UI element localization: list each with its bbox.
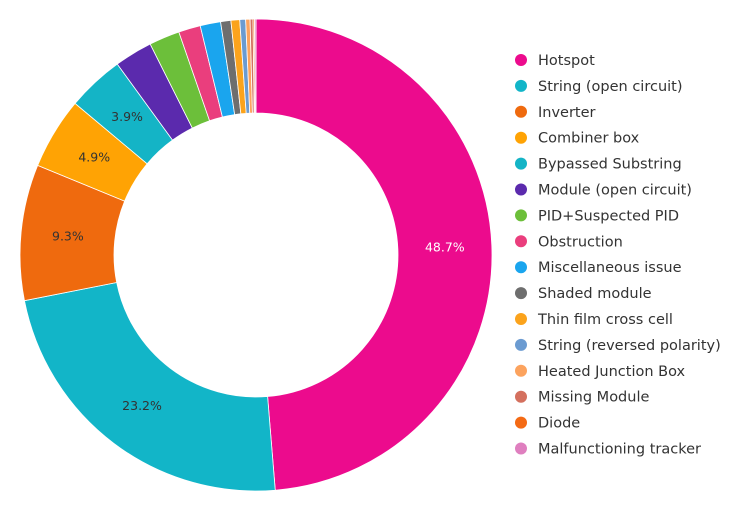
donut-slices: [19, 18, 493, 492]
legend-swatch-string-reversed-polarity: [515, 338, 527, 351]
legend-swatch-thin-film-cross-cell: [515, 313, 527, 325]
legend-label-pid-suspected-pid: PID+Suspected PID: [538, 208, 679, 224]
chart-legend: Hotspot String (open circuit) Inverter Comb…: [515, 53, 721, 458]
legend-label-shaded-module: Shaded module: [538, 286, 652, 302]
legend-label-inverter: Inverter: [538, 105, 596, 121]
legend-swatch-miscellaneous-issue: [515, 261, 527, 274]
slice-data-labels: 48.7% 23.2% 9.3% 4.9% 3.9%: [52, 109, 465, 413]
data-label-bypassed-substring: 3.9%: [111, 109, 143, 124]
legend-swatch-inverter: [515, 105, 527, 118]
legend-swatch-hotspot: [515, 54, 527, 66]
legend-swatch-missing-module: [515, 390, 527, 403]
legend-label-bypassed-substring: Bypassed Substring: [538, 157, 682, 173]
legend-swatch-bypassed-substring: [515, 157, 527, 170]
slice-hotspot: [255, 18, 493, 491]
slice-malfunctioning-tracker: [254, 18, 257, 114]
legend-swatch-malfunctioning-tracker: [515, 442, 527, 455]
legend-swatch-combiner-box: [515, 131, 527, 144]
legend-swatch-obstruction: [515, 235, 527, 248]
legend-label-string-open-circuit: String (open circuit): [538, 79, 683, 95]
legend-label-missing-module: Missing Module: [538, 390, 649, 406]
data-label-hotspot: 48.7%: [425, 239, 465, 254]
legend-label-thin-film-cross-cell: Thin film cross cell: [537, 312, 673, 328]
legend-swatch-string-open-circuit: [515, 79, 527, 92]
legend-label-miscellaneous-issue: Miscellaneous issue: [538, 260, 682, 276]
legend-swatch-heated-junction-box: [515, 364, 527, 377]
slice-string-open-circuit: [23, 282, 276, 492]
legend-label-heated-junction-box: Heated Junction Box: [538, 364, 686, 380]
legend-swatch-shaded-module: [515, 287, 527, 300]
legend-label-module-open-circuit: Module (open circuit): [538, 183, 692, 199]
data-label-string-open-circuit: 23.2%: [122, 398, 162, 413]
legend-label-hotspot: Hotspot: [538, 53, 595, 69]
data-label-combiner-box: 4.9%: [78, 149, 110, 164]
legend-label-malfunctioning-tracker: Malfunctioning tracker: [538, 442, 701, 458]
legend-label-obstruction: Obstruction: [538, 234, 623, 250]
data-label-inverter: 9.3%: [52, 229, 84, 244]
legend-swatch-module-open-circuit: [515, 183, 527, 196]
legend-swatch-diode: [515, 416, 527, 429]
legend-label-string-reversed-polarity: String (reversed polarity): [538, 338, 721, 354]
legend-label-combiner-box: Combiner box: [538, 131, 640, 147]
legend-label-diode: Diode: [538, 416, 580, 432]
legend-swatch-pid-suspected-pid: [515, 209, 527, 222]
